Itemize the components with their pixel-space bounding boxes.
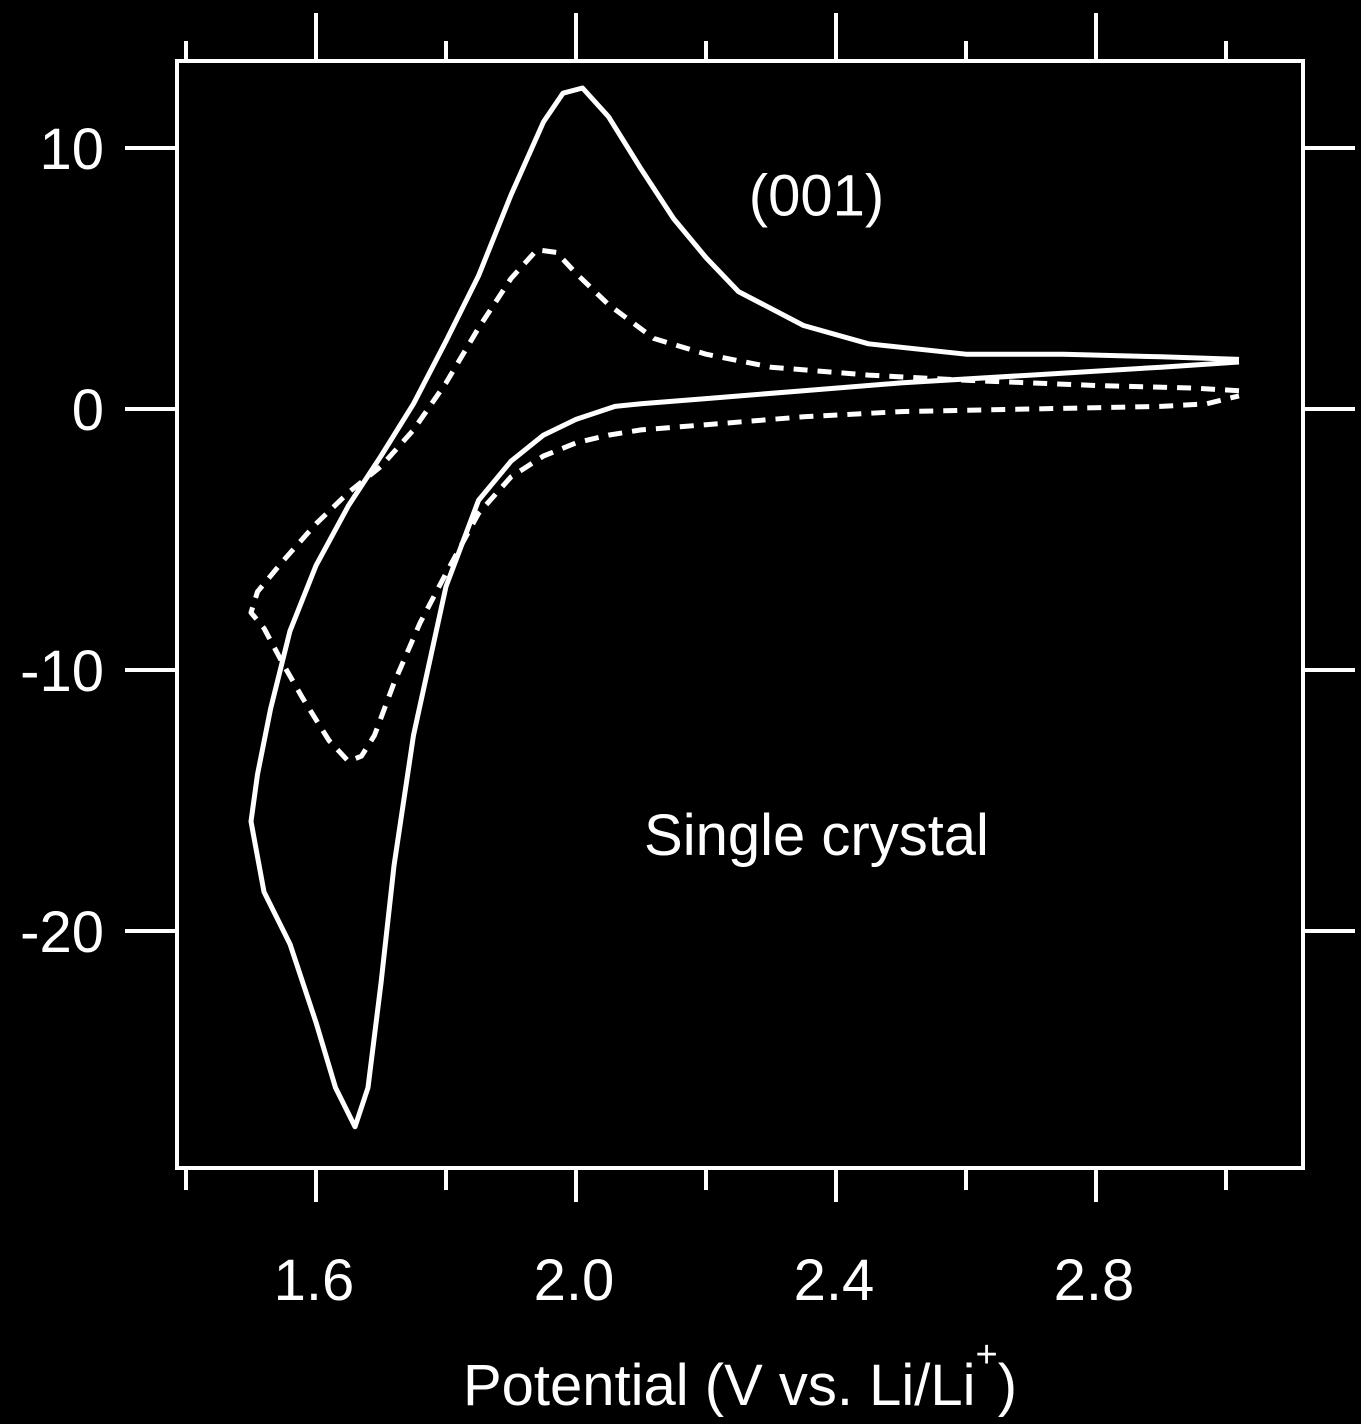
x-tick-label: 2.8 (1054, 1248, 1135, 1313)
axis-ticks (125, 13, 1355, 1202)
annotations: (001) Single crystal (644, 164, 989, 868)
data-series (248, 85, 1240, 1130)
y-tick-label: 10 (39, 117, 104, 182)
x-tick-label: 2.0 (534, 1248, 615, 1313)
annotation-sample-type: Single crystal (644, 803, 989, 868)
annotation-orientation: (001) (749, 164, 884, 229)
plot-frame (175, 59, 1305, 1170)
solid-cv-curve (248, 85, 1240, 1130)
x-axis-title-close: ) (998, 1353, 1017, 1418)
x-axis-title-main: Potential (V vs. Li/Li (463, 1353, 976, 1418)
y-tick-label: -10 (20, 639, 104, 704)
x-axis-title: Potential (V vs. Li/Li+) (463, 1334, 1017, 1418)
y-tick-label: 0 (72, 378, 104, 443)
x-tick-label: 2.4 (794, 1248, 875, 1313)
dashed-cv-curve (248, 247, 1240, 764)
x-tick-label: 1.6 (274, 1248, 355, 1313)
x-axis-title-superscript: + (976, 1334, 998, 1376)
plot-area (175, 59, 1305, 1170)
axis-labels: 1.6 2.0 2.4 2.8 10 0 -10 -20 Potential (V vs. Li… (20, 117, 1134, 1418)
y-tick-label: -20 (20, 900, 104, 965)
